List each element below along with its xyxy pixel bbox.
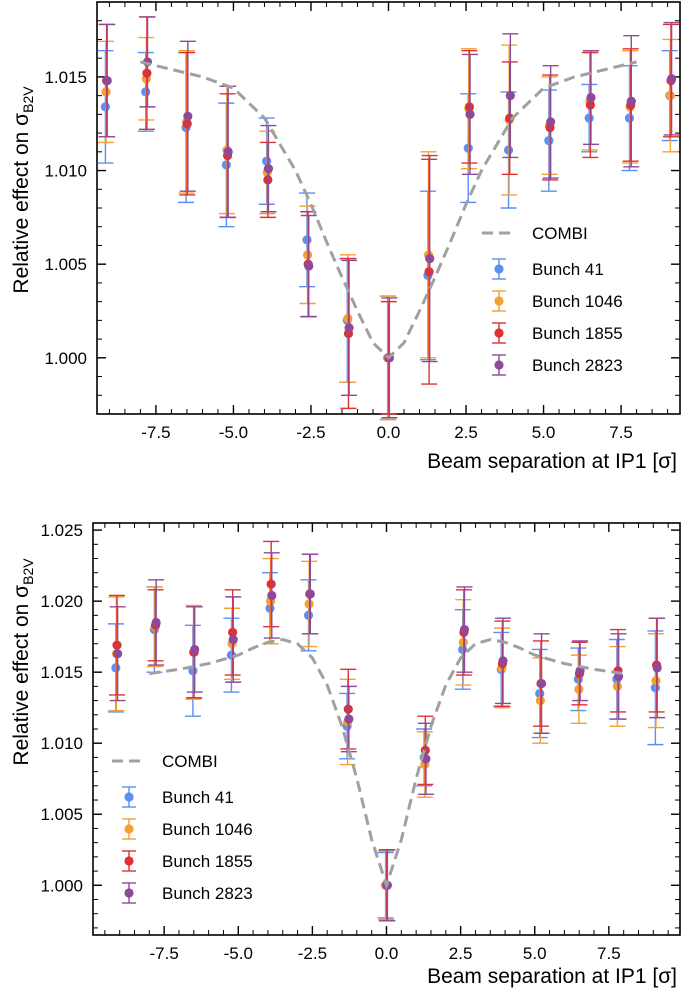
- data-point: [344, 323, 354, 333]
- legend-swatch-marker: [124, 888, 134, 898]
- chart-panel-1: -7.5 -5.0 -2.5 0.0 2.5 5.0 7.5 1.000 1.005 1.010 1…: [10, 1, 681, 473]
- legend-label: Bunch 41: [532, 260, 604, 279]
- x-tick-label: 2.5: [454, 423, 478, 442]
- y-tick-label: 1.005: [44, 255, 87, 274]
- y-axis-label-subscript: B2V: [20, 558, 36, 585]
- data-point: [498, 656, 508, 666]
- y-tick-label: 1.010: [40, 734, 83, 753]
- data-point: [626, 96, 636, 106]
- data-point: [465, 109, 475, 119]
- x-tick-label: 5.0: [532, 423, 556, 442]
- data-point: [586, 92, 596, 103]
- x-tick-label: -5.0: [219, 423, 248, 442]
- legend-label: Bunch 2823: [532, 356, 623, 375]
- combi-curve: [149, 637, 624, 891]
- y-tick-label: 1.005: [40, 805, 83, 824]
- data-point: [652, 663, 662, 673]
- data-point: [344, 714, 354, 724]
- legend-combi-label: COMBI: [532, 224, 588, 243]
- x-axis-label: Beam separation at IP1 [σ]: [427, 450, 677, 473]
- legend-swatch-marker: [124, 792, 134, 802]
- y-tick-label: 1.025: [40, 521, 83, 540]
- y-axis-label: Relative effect on σB2V: [10, 86, 36, 294]
- x-axis-label: Beam separation at IP1 [σ]: [427, 965, 677, 988]
- data-point: [228, 634, 238, 645]
- legend-label: Bunch 1855: [532, 324, 623, 343]
- legend: COMBI Bunch 41 Bunch 1046 Bunch 1855 Bunch 2…: [482, 224, 623, 376]
- data-point: [267, 590, 277, 601]
- legend-swatch-marker: [494, 360, 504, 370]
- data-point: [305, 589, 315, 599]
- data-point: [546, 117, 556, 127]
- x-tick-label: -7.5: [141, 423, 170, 442]
- x-tick-label: 0.0: [375, 944, 399, 963]
- data-point: [536, 678, 547, 689]
- data-point: [151, 617, 161, 628]
- x-tick-label: 2.5: [449, 944, 473, 963]
- chart-panel-2: -7.5 -5.0 -2.5 0.0 2.5 5.0 7.5 1.000 1.005 1.010 1…: [10, 521, 681, 988]
- y-tick-label: 1.000: [40, 876, 83, 895]
- x-tick-label: -2.5: [296, 423, 325, 442]
- data-point: [425, 253, 435, 264]
- y-tick-label: 1.015: [44, 68, 87, 87]
- legend-label: Bunch 41: [162, 788, 234, 807]
- legend-label: Bunch 1855: [162, 852, 253, 871]
- legend-label: Bunch 2823: [162, 884, 253, 903]
- legend-combi-label: COMBI: [162, 752, 218, 771]
- data-point: [505, 91, 515, 101]
- x-tick-label: 7.5: [609, 423, 633, 442]
- legend-label: Bunch 1046: [532, 292, 623, 311]
- x-tick-label: -2.5: [298, 944, 327, 963]
- x-tick-label: -5.0: [224, 944, 253, 963]
- x-tick-label: 5.0: [523, 944, 547, 963]
- legend: COMBI Bunch 41 Bunch 1046 Bunch 1855 Bunch 2…: [112, 752, 253, 904]
- data-point: [223, 147, 233, 157]
- y-tick-label: 1.020: [40, 592, 83, 611]
- y-tick-label: 1.015: [40, 663, 83, 682]
- data-point: [102, 76, 112, 86]
- x-tick-label: -7.5: [150, 944, 179, 963]
- data-point: [304, 261, 314, 271]
- y-tick-label: 1.000: [44, 349, 87, 368]
- legend-swatch-marker: [494, 264, 504, 274]
- data-point: [666, 74, 677, 84]
- legend-label: Bunch 1046: [162, 820, 253, 839]
- y-tick-label: 1.010: [44, 162, 87, 181]
- legend-swatch-marker: [494, 328, 504, 338]
- series-bunch-2823: [99, 16, 680, 419]
- legend-swatch-marker: [494, 296, 504, 306]
- data-point: [113, 649, 123, 659]
- y-axis-label: Relative effect on σB2V: [10, 558, 36, 766]
- data-point: [183, 111, 193, 121]
- x-tick-label: 7.5: [597, 944, 621, 963]
- combi-curve: [140, 60, 637, 360]
- data-point: [263, 164, 274, 174]
- x-tick-label: 0.0: [377, 423, 401, 442]
- data-point: [459, 624, 470, 635]
- data-point: [190, 644, 200, 655]
- y-axis-label-subscript: B2V: [20, 86, 36, 113]
- legend-swatch-marker: [124, 824, 134, 834]
- legend-swatch-marker: [124, 856, 134, 866]
